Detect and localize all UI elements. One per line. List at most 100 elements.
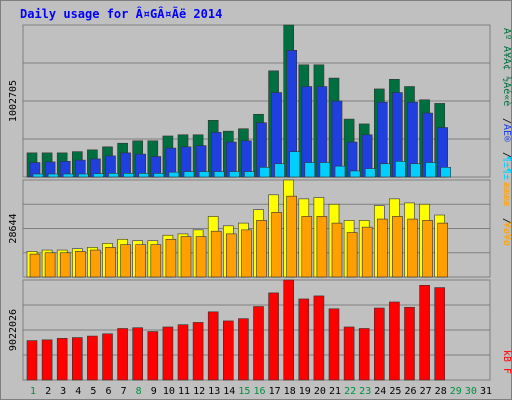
bar-panel3-series1-day21 bbox=[328, 308, 340, 381]
x-tick-label-day-15: 15 bbox=[238, 386, 250, 397]
bar-panel2-series2-day23 bbox=[361, 226, 373, 278]
x-tick-label-day-4: 4 bbox=[75, 386, 81, 397]
bar-panel3-series1-day26 bbox=[404, 306, 415, 381]
bar-panel1-series3-day28 bbox=[440, 167, 452, 178]
bar-panel2-series2-day18 bbox=[286, 195, 298, 278]
bar-panel3-series1-day28 bbox=[434, 287, 446, 381]
x-tick-label-day-5: 5 bbox=[90, 386, 96, 397]
bar-panel3-series1-day24 bbox=[373, 307, 385, 381]
x-tick-label-day-3: 3 bbox=[60, 386, 66, 397]
x-tick-label-day-16: 16 bbox=[253, 386, 265, 397]
bar-panel3-series1-day27 bbox=[419, 285, 430, 381]
bar-panel3-series1-day20 bbox=[313, 295, 325, 381]
x-tick-label-day-10: 10 bbox=[163, 386, 175, 397]
x-tick-label-day-27: 27 bbox=[420, 386, 432, 397]
bar-panel1-series3-day26 bbox=[410, 163, 421, 178]
x-tick-label-day-29: 29 bbox=[450, 386, 462, 397]
legend-label-3: ÀÉ® bbox=[501, 124, 512, 143]
bar-panel3-series1-day10 bbox=[162, 326, 174, 381]
x-tick-label-day-8: 8 bbox=[136, 386, 142, 397]
bar-panel2-series2-day26 bbox=[407, 218, 418, 278]
bar-panel1-series2-day21 bbox=[331, 100, 343, 178]
bar-panel2-series2-day14 bbox=[226, 233, 237, 278]
bar-panel1-series3-day27 bbox=[425, 162, 436, 178]
x-tick-label-day-2: 2 bbox=[45, 386, 51, 397]
x-tick-label-day-17: 17 bbox=[269, 386, 281, 397]
bar-panel2-series2-day5 bbox=[90, 249, 101, 278]
bar-panel1-series2-day13 bbox=[210, 132, 222, 178]
bar-panel1-series3-day12 bbox=[198, 171, 210, 178]
bar-panel3-series1-day6 bbox=[102, 333, 113, 381]
x-tick-label-day-30: 30 bbox=[465, 386, 477, 397]
bar-panel1-series3-day19 bbox=[304, 162, 316, 178]
bar-panel3-series1-day15 bbox=[238, 318, 249, 381]
bar-panel3-series1-day1 bbox=[26, 340, 38, 381]
bar-panel1-series3-day8 bbox=[138, 173, 149, 178]
bar-panel1-series3-day20 bbox=[319, 162, 331, 178]
bar-panel3-series1-day16 bbox=[253, 306, 264, 381]
legend-label-4: / bbox=[501, 152, 512, 158]
x-tick-label-day-13: 13 bbox=[208, 386, 220, 397]
x-tick-label-day-31: 31 bbox=[480, 386, 492, 397]
bar-panel2-series2-day27 bbox=[422, 220, 433, 278]
legend-label-9: kB F bbox=[501, 350, 512, 374]
x-tick-label-day-25: 25 bbox=[389, 386, 401, 397]
bar-panel2-series2-day17 bbox=[271, 212, 282, 278]
bar-panel2-series2-day19 bbox=[301, 216, 313, 278]
x-tick-label-day-28: 28 bbox=[435, 386, 447, 397]
bar-panel3-series1-day9 bbox=[147, 331, 159, 381]
bar-panel1-series3-day4 bbox=[78, 173, 89, 178]
legend-label-8: ¥ø¥ø bbox=[501, 222, 512, 246]
bar-panel3-series1-day2 bbox=[41, 339, 53, 381]
bar-panel3-series1-day18 bbox=[283, 279, 295, 381]
legend-label-6: ææææ bbox=[501, 182, 512, 206]
bar-panel3-series1-day12 bbox=[192, 322, 204, 381]
bar-panel2-series2-day7 bbox=[120, 244, 131, 278]
legend-label-2: / bbox=[501, 118, 512, 124]
bar-panel1-series3-day10 bbox=[168, 171, 180, 178]
bar-panel3-series1-day17 bbox=[268, 292, 279, 381]
bar-panel3-series1-day25 bbox=[389, 301, 400, 381]
bar-panel3-series1-day13 bbox=[207, 311, 219, 381]
legend-label-5: ¶±¶± bbox=[501, 156, 512, 180]
bar-panel3-series1-day4 bbox=[72, 337, 83, 381]
x-tick-label-day-26: 26 bbox=[404, 386, 416, 397]
bar-panel1-series3-day6 bbox=[108, 173, 119, 178]
x-tick-label-day-9: 9 bbox=[151, 386, 157, 397]
bar-panel2-series2-day6 bbox=[105, 247, 116, 278]
x-tick-label-day-22: 22 bbox=[344, 386, 356, 397]
bar-panel2-series2-day13 bbox=[210, 230, 222, 278]
bar-panel2-series2-day9 bbox=[150, 244, 162, 278]
x-tick-label-day-1: 1 bbox=[30, 386, 36, 397]
bar-panel1-series3-day15 bbox=[244, 171, 255, 178]
bar-panel2-series2-day22 bbox=[346, 232, 358, 278]
bar-panel2-series2-day16 bbox=[256, 220, 267, 278]
bar-panel3-series1-day8 bbox=[132, 327, 143, 381]
bar-panel1-series3-day5 bbox=[93, 173, 104, 178]
bar-panel1-series3-day1 bbox=[32, 173, 44, 178]
x-tick-label-day-7: 7 bbox=[121, 386, 127, 397]
bar-panel2-series2-day12 bbox=[195, 236, 207, 278]
bar-panel2-series2-day11 bbox=[180, 236, 192, 278]
x-tick-label-day-14: 14 bbox=[223, 386, 235, 397]
legend-label-1: Âº Ã¥Ã¢ ½Ãé«è bbox=[501, 28, 512, 106]
x-tick-label-day-19: 19 bbox=[299, 386, 311, 397]
bar-panel3-series1-day3 bbox=[56, 338, 68, 381]
y-tick-label-2: 28644 bbox=[8, 213, 19, 243]
bar-panel3-series1-day14 bbox=[223, 320, 234, 381]
bar-panel1-series3-day14 bbox=[229, 171, 240, 178]
x-tick-label-day-20: 20 bbox=[314, 386, 326, 397]
x-tick-label-day-6: 6 bbox=[105, 386, 111, 397]
bar-panel2-series2-day8 bbox=[135, 244, 146, 278]
bar-panel2-series2-day15 bbox=[241, 229, 252, 278]
bar-panel1-series3-day24 bbox=[379, 163, 391, 178]
x-tick-label-day-23: 23 bbox=[359, 386, 371, 397]
bar-panel2-series2-day3 bbox=[59, 252, 71, 278]
bar-panel3-series1-day7 bbox=[117, 328, 128, 381]
bar-panel2-series2-day28 bbox=[437, 222, 449, 278]
bar-panel1-series3-day2 bbox=[47, 173, 59, 178]
chart-title: Daily usage for Â¤GÂ¤Ãë 2014 bbox=[20, 7, 223, 21]
bar-panel1-series3-day21 bbox=[334, 165, 346, 178]
bar-panel3-series1-day5 bbox=[87, 335, 98, 381]
bar-panel1-series3-day11 bbox=[183, 171, 195, 178]
